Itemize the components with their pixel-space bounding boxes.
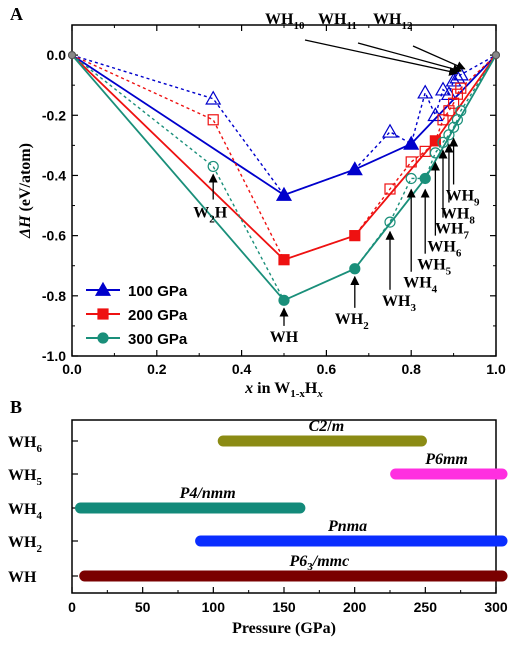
endpoint-marker: [492, 51, 500, 60]
annotation-label: WH4: [403, 275, 437, 296]
annotation-label: WH8: [441, 206, 475, 227]
y-tick-label: -0.4: [42, 167, 66, 183]
top-label-arrow: [412, 45, 466, 70]
legend-marker: [97, 308, 109, 320]
legend-label: 200 GPa: [128, 307, 188, 324]
x-tick-label: 0.0: [62, 361, 82, 377]
annotation-label: WH5: [417, 257, 451, 278]
legend-marker: [97, 332, 109, 344]
hull-data-point: [429, 135, 441, 147]
top-labels: WH10 WH11 WH12: [265, 11, 466, 76]
hull-data-point: [275, 186, 293, 201]
open-data-point: [381, 123, 399, 138]
y-tick-label: 0.0: [47, 47, 67, 63]
hull-data-point: [403, 135, 420, 150]
y-tick-label: -1.0: [42, 348, 66, 364]
legend-label: 100 GPa: [128, 283, 188, 300]
x-tick-label: 150: [272, 599, 296, 615]
annotation-label: WH6: [427, 239, 461, 260]
panel-a-plot: 0.0-0.2-0.4-0.6-0.8-1.00.0 0.2 0.4 0.6 0.8 1.…: [17, 11, 506, 400]
y-tick-label: -0.6: [42, 228, 66, 244]
series-dotted-line: [71, 54, 497, 196]
series-hull-line: [71, 54, 497, 197]
panel-b-plot: 0 50 100 150 200 250 300 Pressure (GPa) WH6 WH5 WH…: [8, 418, 508, 637]
x-axis-title: x in W1-xHx: [244, 380, 323, 400]
hull-data-point: [349, 263, 361, 275]
open-data-point: [451, 88, 464, 100]
open-data-point: [405, 172, 417, 185]
open-data-point: [384, 216, 396, 228]
legend-label: 300 GPa: [128, 331, 188, 348]
top-label: WH10: [265, 11, 305, 32]
annotation-label: WH9: [446, 187, 480, 208]
phase-label: P4/nmm: [179, 485, 236, 502]
hull-data-point: [349, 230, 361, 242]
row-label: WH6: [8, 434, 42, 455]
annotation-label: WH3: [382, 293, 416, 314]
hull-data-point: [346, 161, 363, 176]
x-tick-label: 0.2: [147, 361, 167, 377]
phase-label: C2/m: [309, 418, 345, 435]
x-tick-label: 0.8: [401, 361, 421, 377]
open-data-point: [455, 105, 467, 117]
x-tick-label: 100: [202, 599, 226, 615]
open-data-point: [437, 136, 449, 148]
open-data-point: [207, 114, 219, 126]
legend: 100 GPa 200 GPa 300 GPa: [86, 281, 188, 348]
hull-data-point: [419, 172, 431, 185]
phase-label: P63/mmc: [288, 553, 349, 573]
hull-data-point: [278, 294, 290, 306]
x-tick-label: 0.6: [317, 361, 337, 377]
open-data-point: [405, 156, 417, 168]
legend-marker: [94, 281, 112, 296]
y-axis-title: ΔH (eV/atom): [17, 143, 34, 239]
annotation-label: W2H: [193, 205, 228, 226]
open-data-point: [455, 82, 467, 94]
row-label: WH2: [8, 534, 42, 555]
endpoint-marker: [68, 51, 76, 60]
phase-label: Pnma: [327, 518, 367, 535]
x-tick-label: 50: [135, 599, 151, 615]
x-tick-label: 300: [484, 599, 508, 615]
panel-b-label: B: [10, 397, 22, 417]
x-tick-label: 1.0: [486, 361, 506, 377]
row-label: WH: [8, 569, 37, 586]
panel-a-label: A: [10, 4, 23, 24]
x-axis-title: Pressure (GPa): [232, 620, 336, 637]
row-label: WH4: [8, 501, 42, 522]
x-tick-label: 200: [343, 599, 367, 615]
annotation-label: WH7: [435, 221, 469, 242]
series-2: [68, 51, 500, 306]
top-label-arrow: [357, 42, 462, 74]
annotation-label: WH2: [335, 311, 369, 332]
row-label: WH5: [8, 467, 42, 488]
open-data-point: [207, 160, 219, 173]
x-tick-label: 250: [414, 599, 438, 615]
y-tick-label: -0.2: [42, 107, 66, 123]
open-data-point: [417, 84, 434, 99]
open-data-point: [384, 183, 396, 195]
top-label: WH11: [318, 11, 357, 32]
annotation-label: WH: [270, 329, 299, 346]
open-data-point: [434, 81, 452, 96]
y-tick-label: -0.8: [42, 288, 66, 304]
top-label: WH12: [373, 11, 413, 32]
x-tick-label: 0.4: [232, 361, 252, 377]
hull-data-point: [278, 254, 290, 266]
open-data-point: [448, 97, 460, 109]
open-data-point: [205, 90, 222, 105]
open-data-point: [437, 114, 449, 126]
top-label-arrow: [304, 39, 459, 76]
phase-label: P6mm: [424, 451, 468, 468]
x-tick-label: 0: [68, 599, 76, 615]
